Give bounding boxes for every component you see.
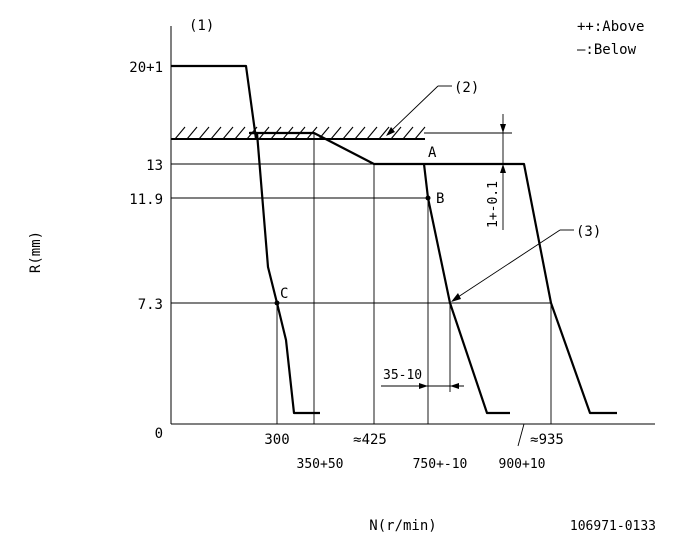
figure-marker: (1)	[189, 18, 214, 34]
y-tick-7-3: 7.3	[138, 297, 163, 313]
leader-900	[517, 423, 525, 447]
callout-3-label: (3)	[576, 224, 601, 240]
stopper-hatch	[171, 126, 426, 140]
x-axis-title: N(r/min)	[369, 518, 436, 534]
x-tick-350: 350+50	[297, 457, 344, 472]
tolerance-dimension	[500, 114, 506, 230]
tolerance-label: 1+-0.1	[486, 181, 501, 228]
x-tick-300: 300	[264, 432, 289, 448]
legend-below: —:Below	[577, 42, 637, 58]
x-tick-750: 750+-10	[413, 457, 468, 472]
point-c-label: C	[280, 286, 288, 302]
point-a-label: A	[428, 145, 437, 161]
y-tick-13: 13	[146, 158, 163, 174]
callout-3-leader	[451, 229, 574, 302]
y-tick-11-9: 11.9	[129, 192, 163, 208]
offset-dimension	[381, 303, 464, 392]
curve-start-fuel	[171, 64, 258, 140]
drawing-number: 106971-0133	[570, 519, 656, 534]
callout-2-leader	[386, 85, 452, 136]
point-c-marker	[274, 300, 280, 306]
callout-2-label: (2)	[454, 80, 479, 96]
x-tick-935: ≈935	[530, 432, 564, 448]
y-axis-title: R(mm)	[28, 231, 44, 273]
x-tick-425: ≈425	[353, 432, 387, 448]
y-tick-20: 20+1	[129, 60, 163, 76]
y-tick-0: 0	[155, 426, 163, 442]
point-b-marker	[425, 195, 431, 201]
curve-idle	[249, 131, 320, 415]
x-tick-900: 900+10	[499, 457, 546, 472]
curve-full-load	[250, 131, 617, 415]
offset-dimension-label: 35-10	[383, 368, 422, 383]
point-b-label: B	[436, 191, 444, 207]
legend-above: ++:Above	[577, 19, 644, 35]
